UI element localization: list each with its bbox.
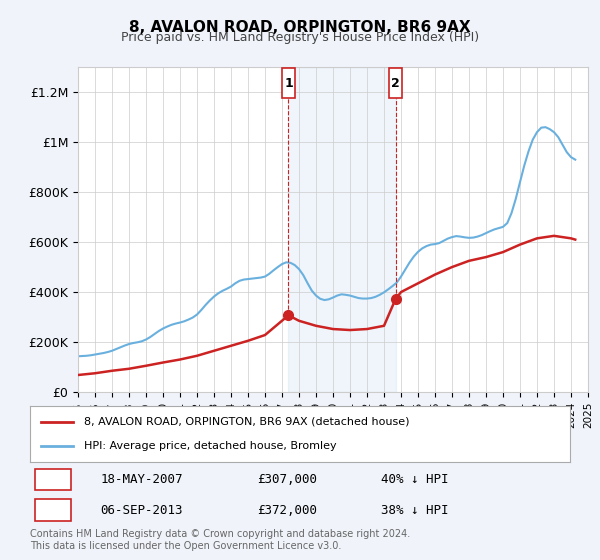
Bar (289, 67, 395, 392)
FancyBboxPatch shape (281, 68, 295, 99)
Text: 8, AVALON ROAD, ORPINGTON, BR6 9AX (detached house): 8, AVALON ROAD, ORPINGTON, BR6 9AX (deta… (84, 417, 409, 427)
Text: 2: 2 (49, 503, 58, 516)
Text: 18-MAY-2007: 18-MAY-2007 (100, 473, 182, 486)
FancyBboxPatch shape (35, 500, 71, 521)
Text: 38% ↓ HPI: 38% ↓ HPI (381, 503, 449, 516)
FancyBboxPatch shape (389, 68, 403, 99)
Text: Price paid vs. HM Land Registry's House Price Index (HPI): Price paid vs. HM Land Registry's House … (121, 31, 479, 44)
Text: 06-SEP-2013: 06-SEP-2013 (100, 503, 182, 516)
Text: 1: 1 (49, 473, 58, 486)
Text: 8, AVALON ROAD, ORPINGTON, BR6 9AX: 8, AVALON ROAD, ORPINGTON, BR6 9AX (129, 20, 471, 35)
Text: £307,000: £307,000 (257, 473, 317, 486)
Text: HPI: Average price, detached house, Bromley: HPI: Average price, detached house, Brom… (84, 441, 337, 451)
FancyBboxPatch shape (35, 469, 71, 490)
Text: 1: 1 (284, 77, 293, 90)
Text: Contains HM Land Registry data © Crown copyright and database right 2024.
This d: Contains HM Land Registry data © Crown c… (30, 529, 410, 551)
Text: 40% ↓ HPI: 40% ↓ HPI (381, 473, 449, 486)
Text: £372,000: £372,000 (257, 503, 317, 516)
Text: 2: 2 (391, 77, 400, 90)
